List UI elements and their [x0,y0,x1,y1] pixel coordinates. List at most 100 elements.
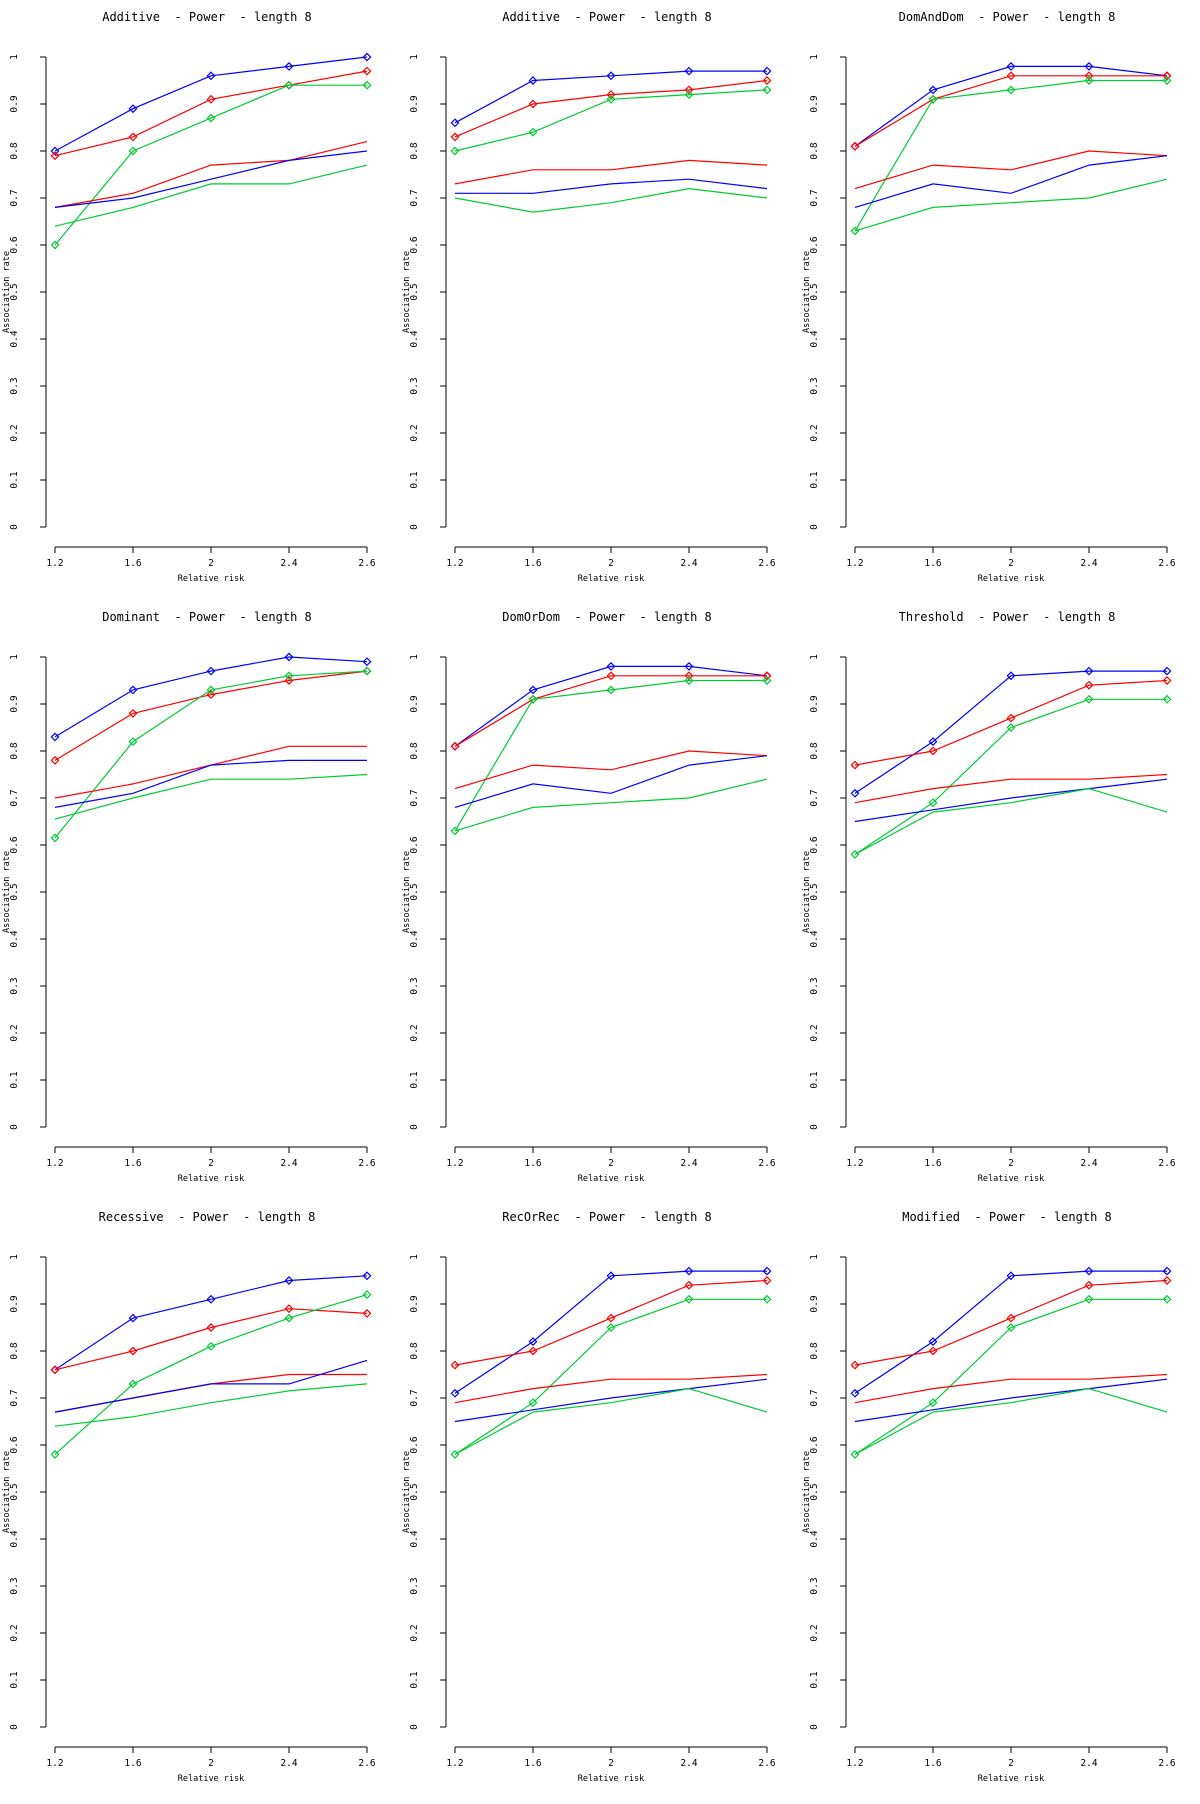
marker-diamond-green-diamond [850,849,860,859]
chart-canvas: Additive - Power - length 8 0 0.1 0.2 0.3 0.… [2,10,376,584]
y-tick-label: 0 [809,524,820,530]
y-axis-title: Association rate [2,851,12,933]
x-tick-label: 2.6 [358,558,375,569]
series-red-line [454,159,768,185]
y-tick-label: 0 [9,1724,20,1730]
x-tick-label: 1.2 [46,558,63,569]
y-tick-label: 1 [9,54,20,60]
series-green-line [854,1387,1168,1455]
plot-area: 0 0.1 0.2 0.3 0.4 0.5 0.6 0.7 0.8 0.9 1 Association… [402,54,776,584]
marker-diamond-blue-diamond [206,71,216,81]
y-tick-label: 1 [409,654,420,660]
y-tick-label: 0.5 [9,883,20,900]
x-tick-label: 1.6 [924,1158,941,1169]
marker-diamond-blue-diamond [928,737,938,747]
y-tick-label: 1 [809,1254,820,1260]
marker-diamond-blue-diamond [206,666,216,676]
y-tick-label: 0.7 [809,789,820,806]
marker-diamond-blue-diamond [606,1271,616,1281]
series-blue-line [54,1359,368,1413]
y-tick-label: 0.7 [809,189,820,206]
y-tick-label: 0 [409,1124,420,1130]
chart-canvas: Threshold - Power - length 8 00.10.20.30… [802,610,1176,1184]
series-green-diamond [854,79,1167,232]
marker-diamond-red-diamond [50,755,60,765]
y-tick-label: 0.8 [9,742,20,759]
x-tick-label: 2.4 [680,1158,697,1169]
y-tick-label: 1 [809,54,820,60]
x-tick-label: 2 [1008,1158,1014,1169]
marker-diamond-green-diamond [128,737,138,747]
marker-diamond-blue-diamond [1006,61,1016,71]
marker-diamond-green-diamond [606,685,616,695]
y-tick-label: 0 [9,524,20,530]
series-red-line [54,141,368,208]
x-axis-title: Relative risk [978,1774,1045,1784]
y-tick-label: 0.3 [409,377,420,394]
y-tick-label: 0.4 [9,930,20,947]
marker-diamond-green-diamond [528,127,538,137]
marker-diamond-green-diamond [284,671,294,681]
x-tick-label: 2.6 [358,1158,375,1169]
marker-diamond-blue-diamond [528,685,538,695]
series-green-line [54,773,368,820]
y-tick-label: 0.5 [409,283,420,300]
y-tick-label: 0.8 [9,1342,20,1359]
series-red-line [854,773,1168,804]
x-tick-label: 2.6 [758,558,775,569]
marker-diamond-blue-diamond [684,661,694,671]
marker-diamond-blue-diamond [684,1266,694,1276]
x-tick-label: 2 [608,1158,614,1169]
y-tick-label: 0.8 [409,742,420,759]
marker-diamond-red-diamond [1162,71,1172,81]
series-blue-diamond [54,1275,368,1371]
series-green-diamond [854,1298,1167,1455]
marker-diamond-blue-diamond [1084,666,1094,676]
marker-diamond-green-diamond [528,1398,538,1408]
series-red-line [854,1373,1168,1404]
marker-diamond-red-diamond [450,741,460,751]
x-tick-label: 1.2 [46,1758,63,1769]
x-axis-title: Relative risk [578,574,645,584]
marker-diamond-green-diamond [684,676,694,685]
y-tick-label: 0.1 [409,1071,420,1088]
marker-diamond-red-diamond [362,66,372,76]
marker-diamond-green-diamond [762,676,772,685]
y-tick-label: 0.1 [809,471,820,488]
y-tick-label: 1 [809,654,820,660]
y-tick-label: 0.9 [409,95,420,112]
x-tick-label: 1.6 [924,558,941,569]
y-tick-label: 0.4 [809,1530,820,1547]
series-blue-line [54,150,368,208]
marker-diamond-blue-diamond [450,1388,460,1398]
x-tick-label: 1.2 [846,1758,863,1769]
y-tick-label: 0.6 [9,236,20,253]
y-tick-label: 0.9 [9,1295,20,1312]
y-tick-label: 0.3 [809,1577,820,1594]
series-red-diamond [54,670,368,761]
x-tick-label: 2.6 [1158,1158,1175,1169]
chart-canvas: RecOrRec - Power - length 8 0 0.1 0.2 0.3 0.… [402,1210,776,1784]
series-red-diamond [54,70,368,157]
y-tick-label: 0.3 [9,977,20,994]
marker-diamond-blue-diamond [1006,1271,1016,1281]
marker-diamond-blue-diamond [450,118,460,128]
chart-panel-recorrec: RecOrRec - Power - length 8 0 0.1 0.2 0.3 0.… [400,1200,800,1800]
marker-diamond-blue-diamond [128,1313,138,1323]
marker-diamond-blue-diamond [606,71,616,81]
marker-diamond-red-diamond [528,99,538,109]
series-green-line [854,178,1168,232]
marker-diamond-red-diamond [50,151,60,161]
y-tick-label: 0.5 [9,283,20,300]
marker-diamond-red-diamond [128,708,138,718]
chart-title: DomAndDom - Power - length 8 [899,10,1116,24]
marker-diamond-red-diamond [1006,1313,1016,1323]
y-tick-label: 0.2 [9,1024,20,1041]
x-tick-label: 2 [1008,558,1014,569]
marker-diamond-green-diamond [1084,1294,1094,1304]
y-tick-label: 0.5 [9,1483,20,1500]
y-tick-label: 0.6 [809,1436,820,1453]
marker-diamond-red-diamond [284,1304,294,1314]
x-tick-label: 2 [208,558,214,569]
x-tick-label: 2.4 [680,558,697,569]
